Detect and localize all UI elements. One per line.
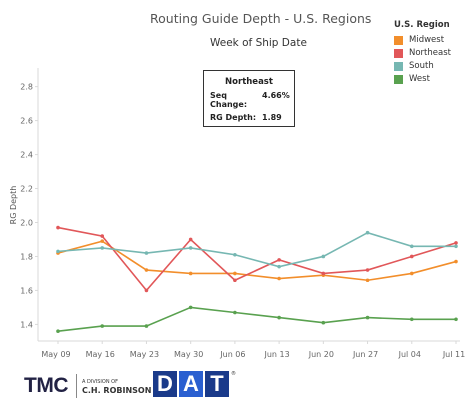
data-point-south	[56, 249, 60, 254]
x-tick-label: Jun 06	[219, 350, 245, 359]
legend-item-northeast[interactable]: Northeast	[394, 47, 451, 59]
dat-trademark: ®	[231, 371, 236, 377]
legend-swatch-west	[394, 74, 403, 84]
y-tick-label: 2.0	[20, 219, 33, 228]
data-point-west	[188, 305, 193, 310]
data-point-midwest	[365, 278, 370, 283]
y-tick-label: 2.2	[20, 185, 33, 194]
data-point-northeast	[233, 278, 237, 283]
data-point-west	[277, 315, 281, 320]
tooltip: Northeast Seq Change: 4.66% RG Depth: 1.…	[203, 70, 295, 127]
legend-item-west[interactable]: West	[394, 73, 451, 85]
data-point-west	[365, 315, 370, 320]
dat-logo-letter-d: D	[153, 371, 177, 397]
tooltip-row-rg-depth: RG Depth: 1.89	[204, 113, 294, 122]
data-point-west	[100, 324, 105, 328]
series-line-midwest	[57, 240, 457, 282]
dat-logo: D A T	[153, 371, 231, 399]
series-line-south	[57, 231, 456, 268]
tooltip-key-seq-change: Seq Change:	[210, 91, 248, 109]
data-point-northeast	[56, 225, 60, 230]
x-tick-label: May 16	[86, 350, 115, 359]
y-tick-label: 1.4	[20, 320, 33, 329]
data-point-south	[233, 252, 237, 257]
data-point-south	[144, 251, 149, 255]
legend-swatch-south	[394, 61, 403, 71]
tooltip-title: Northeast	[225, 77, 273, 87]
x-tick-label: Jun 27	[352, 350, 378, 359]
x-tick-label: Jun 20	[308, 350, 334, 359]
dat-logo-letter-a: A	[179, 371, 203, 397]
x-tick-label: Jul 04	[398, 350, 421, 359]
data-point-south	[365, 230, 370, 235]
legend-label-midwest: Midwest	[409, 35, 445, 45]
data-point-northeast	[409, 254, 414, 259]
x-tick-label: May 30	[174, 350, 203, 359]
y-tick-label: 1.8	[20, 252, 33, 261]
data-point-northeast	[144, 288, 149, 293]
footer-logos: TMC A DIVISION OF C.H. ROBINSON D A T ®	[0, 368, 474, 407]
chart-subtitle: Week of Ship Date	[210, 37, 307, 49]
legend-swatch-northeast	[394, 48, 403, 58]
legend-item-south[interactable]: South	[394, 60, 451, 72]
data-point-south	[454, 244, 458, 249]
legend-swatch-midwest	[394, 35, 403, 45]
series-line-west	[57, 306, 456, 332]
line-chart: 1.4 1.6 1.8 2.0 2.2 2.4 2.6 2.8 RG Depth May 09 Ma…	[9, 68, 465, 359]
y-tick-label: 1.6	[20, 286, 33, 295]
x-tick-label: Jun 13	[263, 350, 289, 359]
data-point-south	[409, 244, 414, 249]
data-point-south	[100, 246, 105, 250]
legend-item-midwest[interactable]: Midwest	[394, 34, 451, 46]
data-point-west	[144, 324, 149, 328]
data-point-south	[277, 264, 281, 269]
series-line-northeast	[57, 226, 457, 292]
tmc-division-text: A DIVISION OF	[82, 379, 118, 385]
data-point-south	[321, 254, 326, 259]
legend-title: U.S. Region	[394, 20, 450, 30]
y-tick-label: 2.6	[20, 117, 33, 126]
data-point-west	[409, 317, 414, 322]
data-point-northeast	[277, 258, 281, 262]
tooltip-row-seq-change: Seq Change: 4.66%	[204, 91, 294, 109]
data-point-west	[233, 310, 237, 315]
data-point-northeast	[188, 237, 193, 242]
data-point-northeast	[365, 268, 370, 272]
legend-label-south: South	[409, 61, 434, 71]
data-point-west	[56, 329, 60, 333]
tooltip-value-seq-change: 4.66%	[262, 91, 290, 100]
y-axis-label: RG Depth	[9, 186, 18, 225]
chart-title: Routing Guide Depth - U.S. Regions	[150, 11, 372, 26]
legend-label-west: West	[409, 74, 430, 84]
data-point-northeast	[454, 241, 458, 245]
tooltip-key-rg-depth: RG Depth:	[210, 113, 257, 122]
data-point-midwest	[188, 271, 193, 276]
legend-label-northeast: Northeast	[409, 48, 451, 58]
data-point-midwest	[277, 276, 281, 281]
data-point-northeast	[100, 234, 105, 238]
data-point-south	[188, 246, 193, 250]
dat-logo-letter-t: T	[205, 371, 229, 397]
logo-divider	[76, 374, 77, 398]
x-tick-label: Jul 11	[442, 350, 465, 359]
x-tick-label: May 23	[130, 350, 159, 359]
tmc-parent-text: C.H. ROBINSON	[82, 386, 152, 395]
data-point-midwest	[409, 271, 414, 276]
y-tick-label: 2.4	[20, 151, 33, 160]
data-point-midwest	[454, 259, 458, 264]
data-point-west	[454, 317, 458, 322]
legend: U.S. Region Midwest Northeast South West	[394, 20, 451, 86]
data-point-midwest	[233, 271, 237, 276]
tooltip-value-rg-depth: 1.89	[262, 113, 282, 122]
data-point-west	[321, 320, 326, 325]
y-tick-label: 2.8	[20, 83, 33, 92]
x-tick-label: May 09	[41, 350, 70, 359]
tmc-logo: TMC	[24, 374, 69, 397]
data-point-midwest	[144, 268, 149, 272]
data-point-midwest	[100, 239, 105, 243]
data-point-northeast	[321, 271, 326, 276]
